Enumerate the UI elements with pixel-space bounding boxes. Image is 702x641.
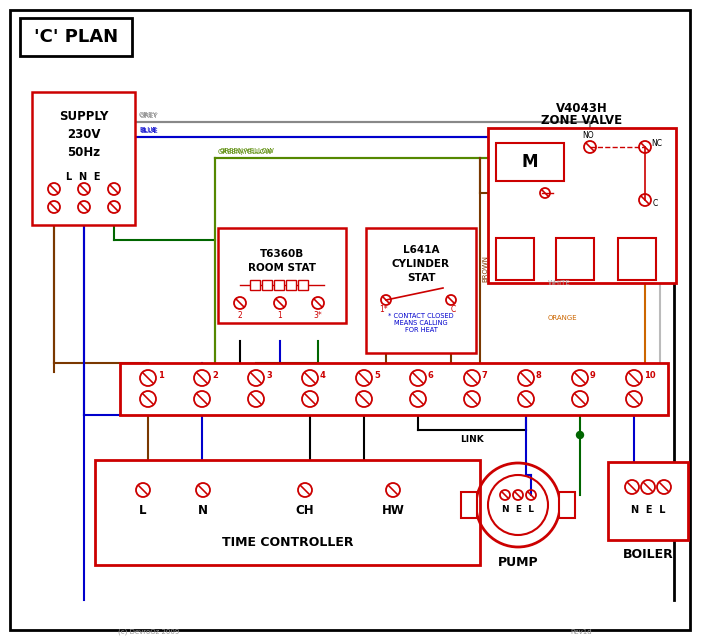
Text: 5: 5 — [374, 372, 380, 381]
Text: TIME CONTROLLER: TIME CONTROLLER — [222, 535, 353, 549]
Text: CYLINDER: CYLINDER — [392, 259, 450, 269]
Text: L  N  E: L N E — [66, 172, 101, 182]
Text: CH: CH — [296, 503, 314, 517]
Text: HW: HW — [382, 503, 404, 517]
Text: BROWN: BROWN — [482, 254, 488, 281]
Text: 10: 10 — [644, 372, 656, 381]
Text: L: L — [139, 503, 147, 517]
Text: 9: 9 — [590, 372, 596, 381]
Text: L641A: L641A — [403, 245, 439, 255]
Text: GREY: GREY — [139, 112, 158, 118]
Bar — [95, 460, 480, 565]
Bar — [274, 280, 284, 290]
Text: GREEN/YELLOW: GREEN/YELLOW — [218, 149, 273, 155]
Text: SUPPLY
230V
50Hz: SUPPLY 230V 50Hz — [59, 110, 108, 158]
Text: V4043H: V4043H — [556, 101, 608, 115]
Bar — [32, 92, 135, 225]
Text: GREEN/YELLOW: GREEN/YELLOW — [220, 148, 275, 154]
Text: N  E  L: N E L — [631, 505, 665, 515]
Text: 7: 7 — [482, 372, 488, 381]
Text: 6: 6 — [428, 372, 434, 381]
Text: N: N — [198, 503, 208, 517]
Text: (c) DevroOz 2009: (c) DevroOz 2009 — [118, 629, 180, 635]
Text: ZONE VALVE: ZONE VALVE — [541, 113, 623, 126]
Text: BLUE: BLUE — [139, 127, 157, 133]
Bar — [250, 280, 260, 290]
Text: PUMP: PUMP — [498, 556, 538, 569]
Bar — [262, 280, 272, 290]
Text: 1*: 1* — [380, 306, 388, 315]
Text: GREY: GREY — [140, 113, 159, 119]
Text: 4: 4 — [320, 372, 326, 381]
Text: 2: 2 — [212, 372, 218, 381]
Text: LINK: LINK — [460, 435, 484, 444]
Text: * CONTACT CLOSED
MEANS CALLING
FOR HEAT: * CONTACT CLOSED MEANS CALLING FOR HEAT — [388, 313, 453, 333]
Bar — [120, 363, 668, 415]
Text: 'C' PLAN: 'C' PLAN — [34, 28, 118, 46]
Text: C: C — [652, 199, 658, 208]
Text: ROOM STAT: ROOM STAT — [248, 263, 316, 273]
Bar — [286, 280, 296, 290]
Text: M: M — [522, 153, 538, 171]
Text: WHITE: WHITE — [548, 280, 571, 286]
Bar — [556, 238, 594, 280]
Text: T6360B: T6360B — [260, 249, 304, 259]
Bar — [496, 143, 564, 181]
Bar — [608, 462, 688, 540]
Text: Rev1d: Rev1d — [570, 629, 592, 635]
Bar — [559, 492, 575, 518]
Text: BLUE: BLUE — [140, 128, 158, 134]
Bar — [488, 128, 676, 283]
Text: 1: 1 — [158, 372, 164, 381]
Bar — [20, 18, 132, 56]
Bar — [618, 238, 656, 280]
Text: NC: NC — [651, 138, 663, 147]
Text: 1: 1 — [277, 310, 282, 319]
Circle shape — [576, 431, 583, 438]
Text: 2: 2 — [237, 310, 242, 319]
Text: BOILER: BOILER — [623, 547, 673, 560]
Text: 3: 3 — [266, 372, 272, 381]
Bar — [218, 228, 346, 323]
Bar — [496, 238, 534, 280]
Text: 8: 8 — [536, 372, 542, 381]
Bar — [298, 280, 308, 290]
Bar — [461, 492, 477, 518]
Text: ORANGE: ORANGE — [548, 315, 578, 321]
Text: NO: NO — [582, 131, 594, 140]
Text: STAT: STAT — [406, 273, 435, 283]
Bar — [366, 228, 476, 353]
Text: C: C — [451, 306, 456, 315]
Text: N  E  L: N E L — [502, 504, 534, 513]
Text: 3*: 3* — [314, 310, 322, 319]
